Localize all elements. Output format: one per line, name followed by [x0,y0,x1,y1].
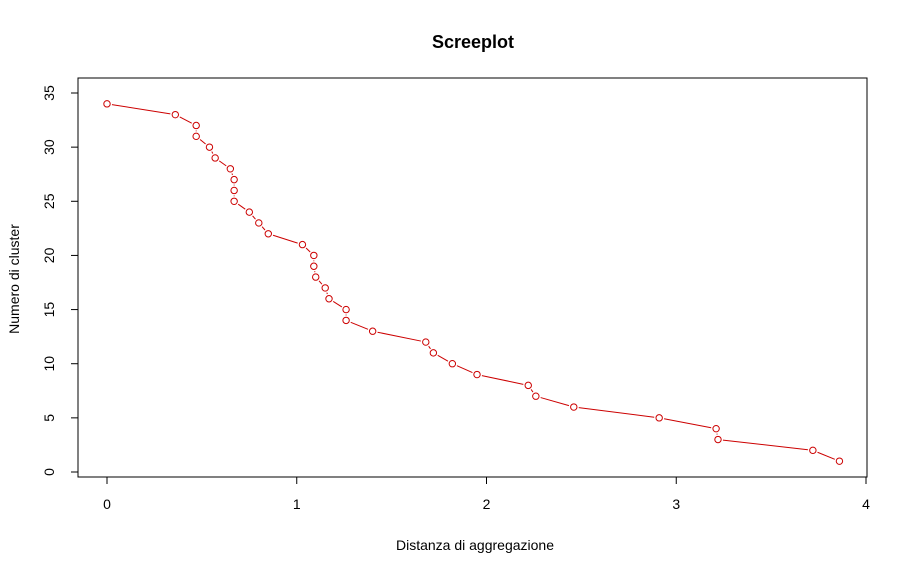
y-tick-label: 5 [41,414,57,422]
data-point [255,219,263,227]
data-point [171,110,180,119]
y-tick-label: 10 [41,356,57,372]
data-point [809,446,817,455]
series-segment [817,451,835,460]
data-point [532,392,540,400]
data-point [230,186,238,195]
data-point [473,370,481,379]
y-tick-label: 15 [41,302,57,318]
series-segment [428,345,431,350]
data-point [714,435,722,444]
chart-title: Screeplot [432,32,514,52]
y-axis-label: Numero di cluster [6,224,22,334]
series-segment [218,160,227,167]
series-segment [540,397,570,407]
data-point [342,316,350,325]
data-point [422,338,430,346]
data-point [310,251,318,260]
data-point [342,305,350,314]
series-segment [211,151,214,154]
series-segment [578,407,655,418]
data-point [655,414,663,422]
x-tick-label: 2 [483,496,491,512]
series-segment [179,116,192,124]
series-segment [530,389,534,393]
data-point [429,349,438,357]
data-point [103,100,111,108]
data-point [325,295,333,303]
data-point [312,273,320,281]
series-segment [350,321,369,330]
data-point [368,327,377,335]
data-point [230,197,238,205]
series-segment [305,247,311,253]
data-point [570,403,578,411]
y-tick-label: 0 [41,468,57,476]
data-point [245,208,254,216]
series-segment [272,234,298,244]
data-point [298,240,307,249]
x-axis-label: Distanza di aggregazione [396,537,554,553]
series-segment [318,280,323,285]
series-segment [456,365,473,373]
series-segment [377,331,421,342]
data-point [321,284,329,292]
x-axis: 0 1 2 3 4 [103,476,870,512]
y-tick-label: 20 [41,247,57,263]
y-tick-label: 35 [41,85,57,101]
series-segment [237,203,246,210]
series-segment [111,104,171,115]
data-point [835,457,844,465]
y-tick-label: 30 [41,139,57,155]
data-point [310,262,318,270]
series-segment [332,300,343,308]
x-tick-label: 4 [862,496,870,512]
series-segment [261,226,266,231]
y-axis: 0 5 10 15 20 25 30 35 [41,85,79,476]
data-point [211,154,219,162]
data-point [192,132,200,141]
data-point [524,381,532,390]
series-segment [481,375,524,385]
series-segment [437,354,449,362]
series-segment [252,215,256,220]
y-tick-label: 25 [41,193,57,209]
x-tick-label: 3 [672,496,680,512]
data-point [230,175,238,184]
series-segment [663,418,712,429]
data-point [226,165,235,173]
series-layer [103,100,844,465]
x-tick-label: 0 [103,496,111,512]
series-segment [722,439,808,451]
series-segment [199,139,206,145]
data-point [448,360,457,368]
data-point [712,424,720,433]
data-point [205,143,214,151]
data-point [264,230,272,238]
data-point [192,121,200,130]
x-tick-label: 1 [293,496,301,512]
